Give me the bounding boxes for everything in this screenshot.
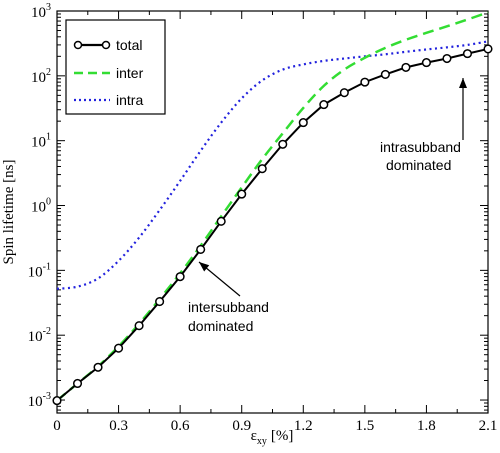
data-point-total xyxy=(72,378,83,389)
x-tick-label: 1.5 xyxy=(355,418,374,434)
x-tick-label: 1.8 xyxy=(417,418,436,434)
data-point-total xyxy=(462,49,473,59)
data-point-total xyxy=(134,321,144,331)
annotation-intrasubband-line2: dominated xyxy=(386,157,451,173)
annotation-intrasubband: intrasubband dominated xyxy=(380,78,467,173)
data-point-total xyxy=(278,139,288,149)
series-line-total xyxy=(56,47,489,402)
data-point-total xyxy=(319,100,329,110)
x-tick-label: 0 xyxy=(53,418,61,434)
annotation-intrasubband-arrowhead xyxy=(459,78,467,88)
y-tick-label: 10-2 xyxy=(28,326,51,345)
data-point-total xyxy=(257,164,267,174)
series-group xyxy=(52,11,493,406)
data-point-total xyxy=(175,272,185,282)
data-point-total xyxy=(442,53,452,64)
data-point-total xyxy=(339,88,349,98)
annotation-intersubband: intersubband dominated xyxy=(188,261,269,334)
y-tick-label: 103 xyxy=(31,2,51,21)
data-point-total xyxy=(114,343,124,353)
legend-label-inter: inter xyxy=(116,65,144,81)
data-point-total xyxy=(380,69,390,80)
y-tick-label: 100 xyxy=(31,197,51,216)
data-point-total xyxy=(52,396,62,406)
y-tick-label: 10-1 xyxy=(28,261,51,280)
y-tick-labels: 10-3 10-2 10-1 100 101 102 103 xyxy=(28,2,51,410)
data-point-total xyxy=(483,44,493,54)
annotation-intersubband-line1: intersubband xyxy=(188,299,269,315)
series-line-inter xyxy=(56,11,489,402)
x-tick-label: 0.3 xyxy=(109,418,128,434)
x-tick-label: 0.9 xyxy=(232,418,251,434)
x-tick-labels: 0 0.3 0.6 0.9 1.2 1.5 1.8 2.1 xyxy=(53,418,497,434)
legend-label-total: total xyxy=(116,37,142,53)
data-point-total xyxy=(421,58,431,68)
x-tick-label: 2.1 xyxy=(479,418,498,434)
data-point-total xyxy=(155,297,165,307)
data-point-total xyxy=(196,244,206,255)
x-tick-label: 0.6 xyxy=(171,418,190,434)
data-point-total xyxy=(237,189,247,199)
y-tick-label: 10-3 xyxy=(28,391,51,410)
x-axis-title: εxy [%] xyxy=(251,428,294,447)
data-point-total xyxy=(298,118,308,128)
axis-ticks xyxy=(56,10,489,413)
annotation-intersubband-arrowhead xyxy=(199,262,210,272)
data-point-total xyxy=(401,62,411,72)
legend-marker-total xyxy=(101,40,111,50)
data-point-total xyxy=(93,362,103,372)
legend: total inter intra xyxy=(65,19,166,115)
y-tick-label: 101 xyxy=(31,132,51,151)
data-point-total xyxy=(360,77,370,87)
annotation-intersubband-line2: dominated xyxy=(188,318,253,334)
legend-label-intra: intra xyxy=(116,92,143,108)
y-tick-label: 102 xyxy=(31,67,51,86)
annotation-intrasubband-line1: intrasubband xyxy=(380,139,461,155)
legend-marker-total xyxy=(73,40,83,50)
y-axis-title: Spin lifetime [ns] xyxy=(1,160,17,265)
data-point-total xyxy=(216,216,226,226)
x-tick-label: 1.2 xyxy=(294,418,313,434)
legend-box xyxy=(65,19,166,115)
